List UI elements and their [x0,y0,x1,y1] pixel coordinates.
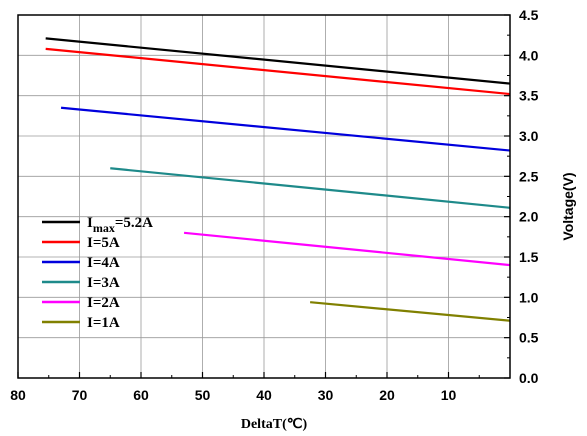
legend-label: I=1A [87,315,120,331]
legend-label: I=3A [87,275,120,291]
y-axis-title: Voltage(V) [560,172,576,240]
legend-label: I=5A [87,235,120,251]
x-tick-label: 30 [318,387,334,403]
x-tick-label: 20 [379,387,395,403]
legend: Imax=5.2AI=5A I=4A I=3A I=2A I=1A [42,215,153,331]
x-tick-labels: 80 70 60 50 40 30 20 10 [10,387,456,403]
y-tick-label: 1.5 [519,249,539,265]
y-tick-label: 3.0 [519,128,539,144]
x-tick-label: 10 [441,387,457,403]
y-tick-label: 2.5 [519,168,539,184]
y-tick-label: 4.0 [519,47,539,63]
series-line-3 [110,167,511,209]
series-line-2 [60,106,511,152]
y-tick-labels: 0.0 0.5 1.0 1.5 2.0 2.5 3.0 3.5 4.0 4.5 [519,7,539,386]
series-lines [45,37,511,322]
x-axis-title: DeltaT(℃) [241,417,308,432]
series-line-4 [183,231,511,267]
x-tick-label: 60 [133,387,149,403]
x-tick-label: 50 [195,387,211,403]
y-tick-label: 3.5 [519,88,539,104]
legend-label: I=2A [87,295,120,311]
tick-marks [17,14,510,379]
legend-label: I=4A [87,255,120,271]
series-line-0 [45,37,511,85]
x-tick-label: 80 [10,387,26,403]
series-line-5 [310,301,511,322]
y-tick-label: 0.5 [519,330,539,346]
y-tick-label: 2.0 [519,209,539,225]
y-tick-label: 4.5 [519,7,539,23]
series-line-1 [45,47,511,96]
y-tick-label: 1.0 [519,289,539,305]
y-tick-label: 0.0 [519,370,539,386]
x-tick-label: 40 [256,387,272,403]
legend-label: Imax=5.2A [87,215,153,235]
x-tick-label: 70 [72,387,88,403]
